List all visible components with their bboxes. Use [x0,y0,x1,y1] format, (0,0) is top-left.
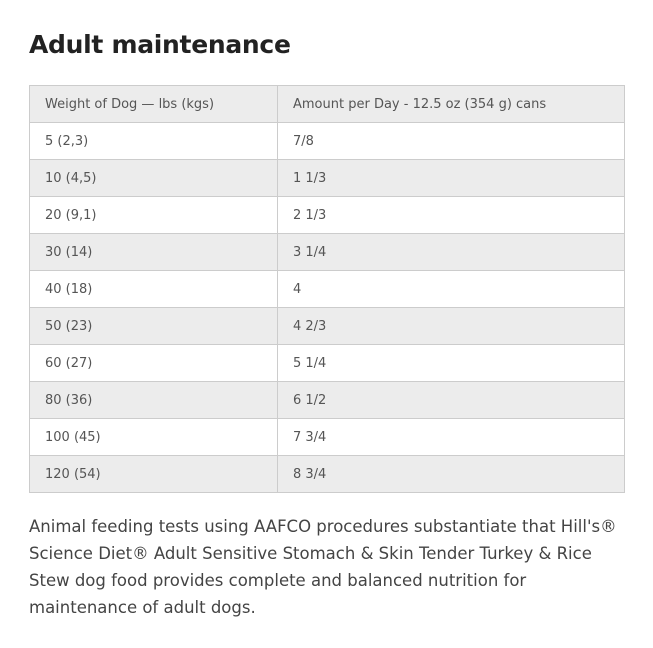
table-body: Weight of Dog — lbs (kgs) Amount per Day … [29,85,625,493]
table-row: 120 (54) 8 3/4 [29,455,625,493]
table-row: 10 (4,5) 1 1/3 [29,159,625,197]
table-cell: 40 (18) [29,270,278,308]
table-cell: 4 [277,270,625,308]
table-cell: 60 (27) [29,344,278,382]
table-row: 40 (18) 4 [29,270,625,308]
table-cell: 8 3/4 [277,455,625,493]
table-row: 80 (36) 6 1/2 [29,381,625,419]
table-cell: 7/8 [277,122,625,160]
table-row: 5 (2,3) 7/8 [29,122,625,160]
content: Adult maintenance Weight of Dog — lbs (k… [29,30,625,621]
table-row: 50 (23) 4 2/3 [29,307,625,345]
table-cell: Amount per Day - 12.5 oz (354 g) cans [277,85,625,123]
feeding-table: Weight of Dog — lbs (kgs) Amount per Day … [29,85,625,493]
table-row: Weight of Dog — lbs (kgs) Amount per Day … [29,85,625,123]
table-cell: Weight of Dog — lbs (kgs) [29,85,278,123]
table-cell: 50 (23) [29,307,278,345]
table-cell: 2 1/3 [277,196,625,234]
table-cell: 20 (9,1) [29,196,278,234]
table-cell: 4 2/3 [277,307,625,345]
table-cell: 80 (36) [29,381,278,419]
table-cell: 3 1/4 [277,233,625,271]
table-cell: 6 1/2 [277,381,625,419]
table-cell: 10 (4,5) [29,159,278,197]
table-row: 20 (9,1) 2 1/3 [29,196,625,234]
table-cell: 100 (45) [29,418,278,456]
paragraph: Animal feeding tests using AAFCO procedu… [29,517,617,617]
table-cell: 120 (54) [29,455,278,493]
title: Adult maintenance [29,30,291,59]
table-cell: 1 1/3 [277,159,625,197]
table-row: 100 (45) 7 3/4 [29,418,625,456]
table-cell: 5 (2,3) [29,122,278,160]
table-row: 60 (27) 5 1/4 [29,344,625,382]
table-cell: 7 3/4 [277,418,625,456]
table-row: 30 (14) 3 1/4 [29,233,625,271]
table-cell: 30 (14) [29,233,278,271]
table-cell: 5 1/4 [277,344,625,382]
